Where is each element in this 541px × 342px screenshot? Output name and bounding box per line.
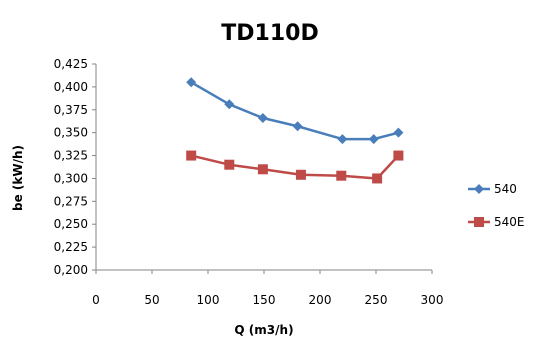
y-tick-label: 0,325 (54, 149, 88, 163)
series-540E (186, 150, 404, 184)
data-point (295, 169, 306, 180)
legend-item: 540 (468, 182, 517, 196)
data-point (257, 164, 268, 175)
x-tick-label: 250 (365, 293, 388, 307)
y-tick-label: 0,275 (54, 194, 88, 208)
x-tick-label: 150 (253, 293, 276, 307)
data-point (186, 150, 197, 161)
legend-marker (474, 184, 484, 194)
y-tick-label: 0,425 (54, 57, 88, 71)
data-point (292, 121, 303, 132)
y-axis-title: be (kW/h) (11, 145, 25, 211)
data-point (186, 77, 197, 88)
data-point (393, 127, 404, 138)
data-point (372, 173, 383, 184)
y-tick-label: 0,300 (54, 171, 88, 185)
data-point (224, 99, 235, 110)
data-point (368, 134, 379, 145)
series-line (190, 81, 399, 141)
data-point (224, 159, 235, 170)
data-point (337, 134, 348, 145)
x-axis-title: Q (m3/h) (234, 323, 293, 337)
y-tick-label: 0,225 (54, 240, 88, 254)
chart-title: TD110D (221, 21, 318, 46)
legend-label: 540E (494, 215, 525, 229)
y-tick-label: 0,350 (54, 126, 88, 140)
data-point (336, 170, 347, 181)
y-tick-label: 0,250 (54, 217, 88, 231)
legend-marker (474, 217, 484, 227)
plot-area (186, 77, 404, 184)
legend-item: 540E (468, 215, 525, 229)
y-tick-label: 0,200 (54, 263, 88, 277)
series-line (190, 154, 400, 180)
x-tick-label: 200 (309, 293, 332, 307)
x-tick-label: 50 (144, 293, 159, 307)
data-point (393, 150, 404, 161)
data-point (257, 113, 268, 124)
x-tick-label: 100 (197, 293, 220, 307)
legend-label: 540 (494, 182, 517, 196)
legend: 540 540E (468, 182, 525, 229)
y-tick-label: 0,400 (54, 80, 88, 94)
y-tick-label: 0,375 (54, 103, 88, 117)
axis-ticks: 0,200 0,225 0,250 0,275 0,300 0,325 0,350 0,375… (54, 57, 444, 307)
x-tick-label: 300 (421, 293, 444, 307)
series-540 (186, 77, 404, 145)
x-tick-label: 0 (92, 293, 100, 307)
